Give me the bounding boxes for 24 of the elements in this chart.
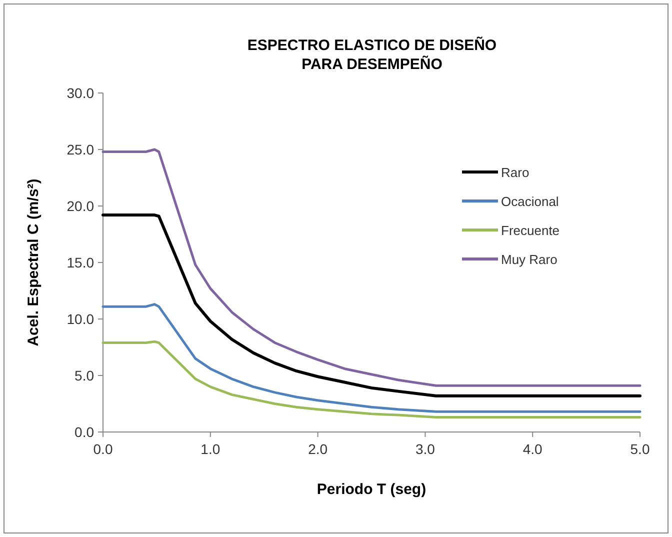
y-tick-label: 15.0	[66, 254, 94, 270]
line-series	[102, 214, 642, 398]
line-series	[102, 340, 642, 419]
y-tick-label: 5.0	[74, 368, 94, 384]
y-tick-label: 30.0	[66, 85, 94, 101]
x-tick-label: 1.0	[200, 441, 220, 457]
y-tick-label: 20.0	[66, 198, 94, 214]
x-tick-label: 4.0	[522, 441, 543, 457]
legend-label: Muy Raro	[501, 252, 558, 267]
x-tick-label: 5.0	[630, 441, 650, 457]
line-series	[102, 148, 642, 387]
legend-label: Ocacional	[501, 194, 559, 209]
legend-label: Frecuente	[501, 223, 560, 238]
x-tick-label: 2.0	[308, 441, 328, 457]
y-tick-label: 0.0	[74, 424, 94, 440]
chart-title: ESPECTRO ELASTICO DE DISEÑO PARA DESEMPEÑO	[247, 36, 497, 73]
legend-label: Raro	[501, 165, 530, 180]
x-tick-label: 3.0	[415, 441, 436, 457]
y-tick-label: 10.0	[66, 311, 94, 327]
y-tick-label: 25.0	[66, 142, 94, 158]
x-axis-title: Periodo T (seg)	[316, 481, 426, 498]
line-series	[102, 303, 642, 413]
y-axis-title: Acel. Espectral C (m/s²)	[25, 178, 42, 346]
x-tick-label: 0.0	[93, 441, 113, 457]
